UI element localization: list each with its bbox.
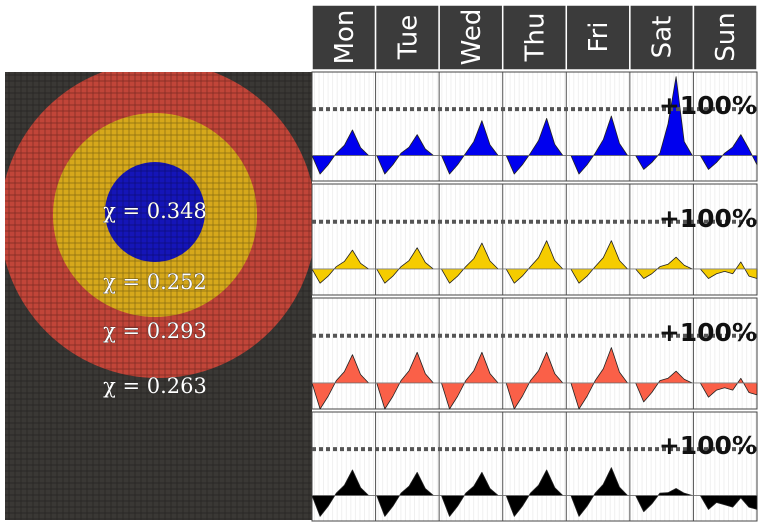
- day-label: Fri: [584, 22, 614, 53]
- panel-fine-grid: [312, 298, 757, 409]
- figure: χ = 0.348 χ = 0.252 χ = 0.293 χ = 0.263 …: [0, 0, 758, 524]
- chi-label: χ = 0.252: [103, 270, 207, 294]
- reference-label: +100%: [659, 318, 757, 347]
- reference-label: +100%: [659, 91, 757, 120]
- day-label: Tue: [393, 15, 423, 60]
- panel-fine-grid: [312, 412, 757, 521]
- day-label: Wed: [457, 9, 487, 66]
- day-label: Sat: [648, 16, 678, 59]
- day-label: Sun: [711, 12, 741, 61]
- chi-label: χ = 0.293: [103, 319, 207, 343]
- panel-fine-grid: [312, 72, 757, 181]
- day-label: Mon: [330, 10, 360, 65]
- chi-label: χ = 0.263: [103, 374, 207, 398]
- reference-label: +100%: [659, 431, 757, 460]
- day-label: Thu: [521, 13, 551, 63]
- reference-label: +100%: [659, 204, 757, 233]
- chi-label: χ = 0.348: [103, 199, 207, 223]
- panel-fine-grid: [312, 184, 757, 295]
